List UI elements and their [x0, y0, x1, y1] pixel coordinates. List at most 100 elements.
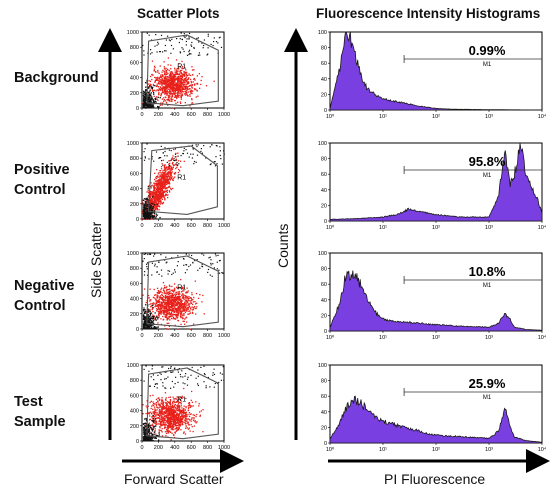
y-tick-label: 600 [130, 281, 139, 287]
y-tick-label: 1000 [127, 363, 139, 369]
gate-r1 [146, 367, 219, 440]
scatter-plot-3: R1 0 200 400 600 800 1000 0 200 400 600 800 1000 [127, 363, 230, 451]
x-tick-label: 10² [432, 114, 440, 120]
percent-label: 25.9% [469, 376, 506, 391]
row-label-negative-control: Negative Control [14, 278, 75, 314]
y-tick-label: 60 [321, 394, 327, 400]
y-tick-label: 800 [130, 266, 139, 272]
marker-label: M1 [483, 62, 492, 68]
x-tick-label: 600 [187, 333, 196, 339]
x-tick-label: 1000 [218, 112, 230, 118]
x-tick-label: 200 [154, 445, 163, 451]
x-tick-label: 0 [140, 333, 143, 339]
histogram-area [329, 142, 543, 222]
x-tick-label: 10³ [485, 114, 493, 120]
x-tick-label: 10¹ [379, 225, 387, 231]
dense-points [142, 32, 223, 109]
x-tick-label: 400 [170, 223, 179, 229]
y-tick-label: 100 [318, 251, 327, 257]
y-tick-label: 40 [321, 188, 327, 194]
marker-label: M1 [483, 395, 492, 401]
x-tick-label: 200 [154, 112, 163, 118]
y-tick-label: 100 [318, 141, 327, 147]
y-tick-label: 40 [321, 77, 327, 83]
histogram-1: M1 95.8% 0 20 40 60 80 100 10⁰ 10¹ 10² 10³ 10⁴ [318, 141, 547, 231]
scatter-points [142, 387, 204, 441]
x-tick-label: 10⁴ [538, 224, 547, 231]
y-tick-label: 60 [321, 61, 327, 67]
histogram-2: M1 10.8% 0 20 40 60 80 100 10⁰ 10¹ 10² 10³ 10⁴ [318, 251, 547, 341]
y-tick-label: 800 [130, 156, 139, 162]
gate-label: R1 [177, 174, 186, 181]
x-tick-label: 10¹ [379, 114, 387, 120]
y-tick-label: 1000 [127, 30, 139, 36]
percent-label: 95.8% [469, 154, 506, 169]
x-tick-label: 10¹ [379, 447, 387, 453]
y-tick-label: 80 [321, 267, 327, 273]
x-tick-label: 1000 [218, 223, 230, 229]
histogram-header: Fluorescence Intensity Histograms [316, 6, 541, 21]
y-tick-label: 100 [318, 363, 327, 369]
x-tick-label: 10³ [485, 335, 493, 341]
y-tick-label: 600 [130, 60, 139, 66]
y-tick-label: 400 [130, 409, 139, 415]
y-tick-label: 0 [324, 108, 327, 114]
histogram-area [329, 31, 542, 111]
x-tick-label: 600 [187, 445, 196, 451]
y-tick-label: 800 [130, 378, 139, 384]
y-tick-label: 1000 [127, 251, 139, 257]
x-tick-label: 10² [432, 225, 440, 231]
forward-scatter-label: Forward Scatter [124, 471, 224, 487]
dense-points [142, 365, 225, 442]
x-tick-label: 200 [154, 223, 163, 229]
y-tick-label: 400 [130, 187, 139, 193]
gate-r1 [146, 255, 219, 328]
gate-label: R1 [177, 396, 186, 403]
y-tick-label: 20 [321, 92, 327, 98]
x-tick-label: 10⁰ [326, 446, 335, 453]
x-tick-label: 10¹ [379, 335, 387, 341]
scatter-points [142, 57, 215, 109]
x-tick-label: 0 [140, 112, 143, 118]
y-tick-label: 0 [324, 219, 327, 225]
percent-label: 0.99% [469, 43, 506, 58]
x-tick-label: 10³ [485, 225, 493, 231]
histogram-area [329, 395, 543, 444]
x-tick-label: 10² [432, 447, 440, 453]
scatter-points [142, 279, 205, 330]
pi-fluorescence-label: PI Fluorescence [384, 471, 486, 487]
histogram-area [329, 270, 543, 332]
row-label-background: Background [14, 70, 99, 86]
x-tick-label: 10² [432, 335, 440, 341]
row-label-test-sample: Test Sample [14, 394, 66, 430]
y-tick-label: 60 [321, 172, 327, 178]
x-tick-label: 10⁴ [538, 446, 547, 453]
y-tick-label: 400 [130, 76, 139, 82]
x-tick-label: 10⁴ [538, 334, 547, 341]
scatter-plot-0: R1 0 200 400 600 800 1000 0 200 400 600 800 1000 [127, 30, 230, 118]
x-tick-label: 10³ [485, 447, 493, 453]
row-label-positive-control: Positive Control [14, 162, 70, 198]
y-tick-label: 400 [130, 297, 139, 303]
x-tick-label: 400 [170, 112, 179, 118]
y-tick-label: 200 [130, 424, 139, 430]
scatter-plot-1: R1 0 200 400 600 800 1000 0 200 400 600 800 1000 [127, 141, 230, 229]
x-tick-label: 600 [187, 112, 196, 118]
y-tick-label: 40 [321, 298, 327, 304]
x-tick-label: 600 [187, 223, 196, 229]
y-tick-label: 0 [324, 441, 327, 447]
y-tick-label: 20 [321, 313, 327, 319]
y-tick-label: 40 [321, 410, 327, 416]
y-tick-label: 600 [130, 171, 139, 177]
x-tick-label: 0 [140, 223, 143, 229]
x-tick-label: 0 [140, 445, 143, 451]
y-tick-label: 80 [321, 46, 327, 52]
y-tick-label: 0 [324, 329, 327, 335]
y-tick-label: 200 [130, 202, 139, 208]
y-tick-label: 1000 [127, 141, 139, 147]
y-tick-label: 20 [321, 425, 327, 431]
y-tick-label: 100 [318, 30, 327, 36]
